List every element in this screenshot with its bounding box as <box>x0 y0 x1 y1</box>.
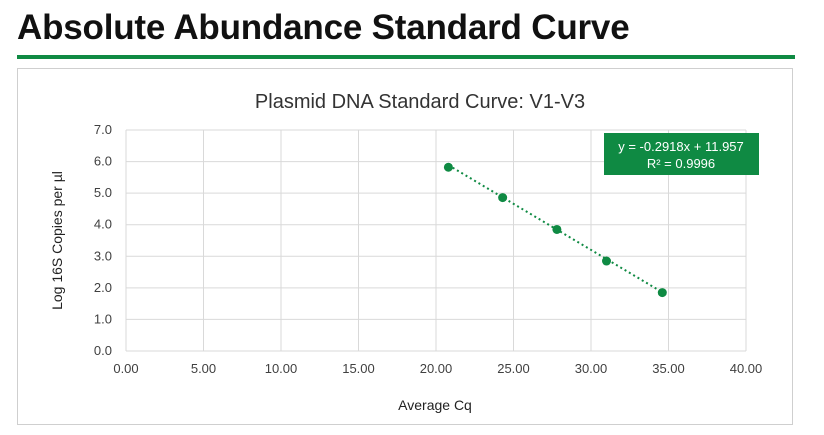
y-tick-label: 1.0 <box>94 311 112 326</box>
page-title: Absolute Abundance Standard Curve <box>17 8 630 47</box>
x-tick-label: 40.00 <box>730 361 763 376</box>
equation-box: y = -0.2918x + 11.957 R² = 0.9996 <box>604 133 759 175</box>
y-tick-label: 4.0 <box>94 217 112 232</box>
x-axis-ticks: 0.00 5.00 10.00 15.00 20.00 25.00 30.00 35.00 40… <box>113 361 762 376</box>
data-point <box>602 256 611 266</box>
y-tick-label: 6.0 <box>94 154 112 169</box>
x-tick-label: 25.00 <box>497 361 530 376</box>
data-point <box>498 193 508 203</box>
data-point <box>657 288 667 298</box>
y-tick-label: 5.0 <box>94 185 112 200</box>
x-tick-label: 20.00 <box>420 361 453 376</box>
x-tick-label: 5.00 <box>191 361 216 376</box>
y-tick-label: 7.0 <box>94 122 112 137</box>
data-point <box>552 224 562 234</box>
chart-title: Plasmid DNA Standard Curve: V1-V3 <box>255 91 585 113</box>
x-tick-label: 10.00 <box>265 361 298 376</box>
trendline <box>447 164 663 294</box>
r-squared-text: R² = 0.9996 <box>647 156 715 171</box>
x-tick-label: 15.00 <box>342 361 375 376</box>
title-divider <box>17 55 795 59</box>
x-tick-label: 30.00 <box>575 361 608 376</box>
x-tick-label: 0.00 <box>113 361 138 376</box>
y-axis-label: Log 16S Copies per µl <box>49 171 65 310</box>
y-tick-label: 2.0 <box>94 280 112 295</box>
data-point <box>443 162 453 172</box>
x-axis-label: Average Cq <box>398 397 472 413</box>
x-tick-label: 35.00 <box>652 361 685 376</box>
y-tick-label: 0.0 <box>94 343 112 358</box>
equation-text: y = -0.2918x + 11.957 <box>618 139 744 154</box>
y-tick-label: 3.0 <box>94 248 112 263</box>
y-axis-ticks: 0.0 1.0 2.0 3.0 4.0 5.0 6.0 7.0 <box>94 122 112 358</box>
data-points <box>443 162 667 298</box>
chart-frame <box>17 68 793 425</box>
